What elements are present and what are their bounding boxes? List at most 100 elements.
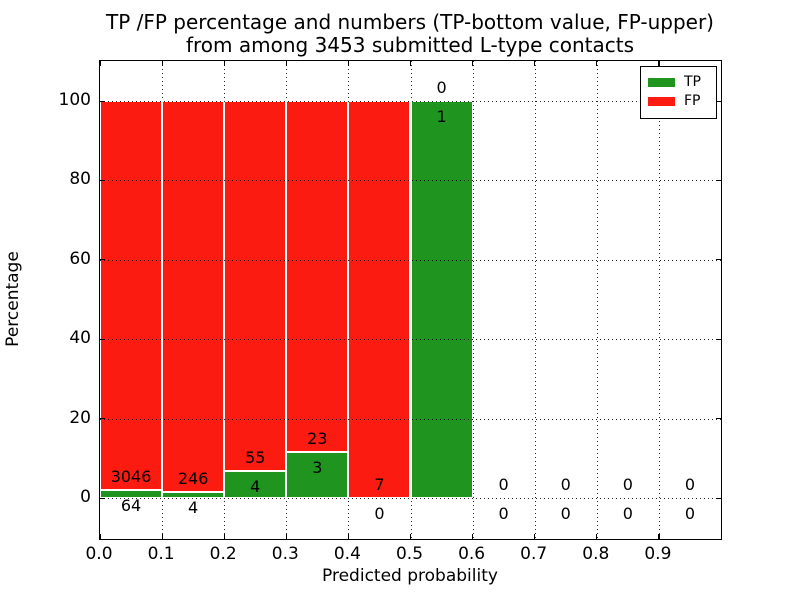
x-tick-bottom	[410, 534, 412, 539]
tp-count-label: 4	[188, 497, 199, 517]
legend-label-tp: TP	[684, 74, 701, 90]
x-tick-top	[658, 61, 660, 66]
y-tick-label: 60	[69, 248, 91, 269]
y-tick-label: 0	[80, 487, 91, 507]
fp-count-label: 246	[177, 468, 209, 488]
y-tick-left	[100, 179, 105, 182]
bar-segment-tp	[286, 452, 349, 498]
fp-count-label: 23	[307, 429, 328, 449]
y-tick-left	[100, 497, 105, 499]
y-tick-left	[100, 338, 105, 340]
legend-entry-fp: FP	[648, 94, 710, 109]
x-tick-label: 0.0	[85, 544, 113, 564]
x-gridline	[472, 61, 474, 539]
y-axis-label: Percentage	[3, 251, 23, 347]
plot-area: TP FP 3046 64 246 4 55 4 23 3 7 0 0 1 0 0 0 0 0 0 0 0	[99, 60, 722, 540]
y-gridline	[100, 498, 721, 499]
x-tick-label: 0.7	[520, 544, 548, 564]
x-tick-label: 0.8	[582, 544, 610, 564]
legend: TP FP	[640, 66, 717, 119]
y-tick-right	[716, 338, 721, 340]
y-gridline	[100, 259, 721, 261]
bar-segment-tp	[162, 491, 225, 498]
fp-color-swatch	[648, 97, 675, 106]
fp-count-label: 3046	[110, 466, 152, 486]
x-tick-label: 0.1	[147, 544, 175, 564]
x-tick-bottom	[99, 534, 101, 539]
tp-count-label: 0	[498, 504, 509, 523]
tp-count-label: 0	[622, 504, 633, 523]
y-gridline	[100, 101, 721, 102]
x-gridline	[534, 61, 536, 539]
x-gridline	[596, 61, 598, 539]
tp-count-label: 0	[374, 504, 385, 523]
y-tick-left	[100, 259, 105, 261]
y-gridline	[100, 339, 721, 341]
bar-segment-fp	[100, 101, 163, 490]
x-tick-top	[410, 61, 412, 66]
x-tick-top	[161, 61, 163, 66]
chart-title: TP /FP percentage and numbers (TP-bottom…	[0, 11, 800, 57]
tp-count-label: 0	[684, 504, 696, 523]
chart-title-line1: TP /FP percentage and numbers (TP-bottom…	[106, 10, 714, 34]
bar-segment-fp	[162, 101, 225, 492]
fp-count-label: 0	[498, 475, 509, 494]
x-tick-label: 0.5	[395, 544, 424, 564]
tp-count-label: 1	[436, 107, 447, 126]
y-tick-right	[716, 497, 721, 499]
x-tick-label: 0.3	[271, 544, 299, 564]
tp-count-label: 4	[250, 477, 261, 497]
x-tick-bottom	[596, 534, 598, 539]
bar-segment-tp	[224, 471, 287, 498]
y-tick-label: 40	[69, 328, 91, 349]
legend-label-fp: FP	[684, 93, 701, 109]
x-tick-top	[223, 61, 225, 66]
x-tick-bottom	[658, 534, 660, 539]
x-tick-bottom	[472, 534, 474, 539]
x-tick-top	[99, 61, 101, 66]
tp-count-label: 3	[312, 458, 323, 478]
fp-count-label: 0	[436, 78, 447, 97]
x-tick-bottom	[285, 534, 287, 539]
fp-count-label: 0	[560, 475, 571, 494]
fp-count-label: 0	[684, 475, 696, 494]
y-tick-right	[716, 418, 721, 420]
tp-color-swatch	[648, 78, 675, 87]
y-tick-label: 100	[58, 90, 91, 110]
bar-segment-tp	[100, 489, 163, 498]
x-gridline	[658, 61, 660, 539]
bar-segment-tp	[410, 101, 473, 498]
y-tick-right	[716, 100, 721, 102]
x-tick-label: 0.6	[458, 544, 486, 564]
y-tick-label: 80	[69, 169, 91, 190]
y-tick-left	[100, 100, 105, 102]
bar-segment-fp	[286, 101, 349, 453]
chart-title-line2: from among 3453 submitted L-type contact…	[185, 33, 635, 57]
x-tick-top	[472, 61, 474, 66]
x-tick-label: 0.2	[209, 544, 237, 564]
x-tick-top	[596, 61, 598, 66]
bar-segment-fp	[348, 101, 411, 498]
x-tick-bottom	[161, 534, 163, 539]
x-tick-top	[534, 61, 536, 66]
y-tick-left	[100, 418, 105, 420]
x-tick-top	[347, 61, 350, 66]
fp-count-label: 7	[374, 475, 385, 494]
fp-count-label: 55	[245, 448, 266, 468]
x-axis-label: Predicted probability	[322, 566, 498, 586]
legend-entry-tp: TP	[648, 75, 710, 90]
y-tick-label: 20	[69, 407, 91, 428]
y-gridline	[100, 418, 721, 420]
y-gridline	[100, 180, 721, 182]
x-tick-bottom	[223, 534, 225, 539]
x-tick-top	[285, 61, 287, 66]
x-tick-bottom	[347, 534, 350, 539]
x-tick-bottom	[534, 534, 536, 539]
y-tick-right	[716, 259, 721, 261]
x-tick-label: 0.4	[333, 544, 361, 564]
y-tick-right	[716, 179, 721, 182]
tp-count-label: 0	[560, 504, 571, 523]
fp-count-label: 0	[622, 475, 633, 494]
tp-count-label: 64	[120, 495, 142, 515]
